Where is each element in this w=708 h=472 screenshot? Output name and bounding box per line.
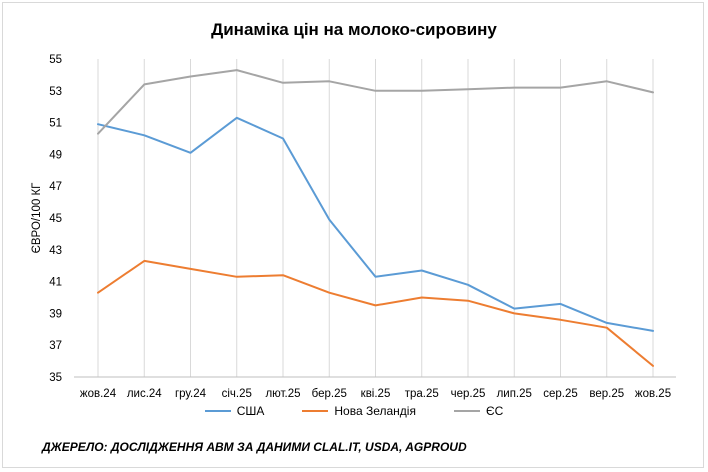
grid-layer: [97, 59, 654, 377]
x-tick-label: кві.25: [361, 388, 391, 400]
x-tick-label: бер.25: [312, 388, 347, 400]
y-tick-label: 35: [49, 372, 62, 384]
legend-swatch: [453, 410, 480, 412]
y-tick-label: 37: [49, 340, 62, 352]
x-tick-label: жов.25: [635, 388, 671, 400]
legend-item: США: [204, 404, 265, 418]
legend-swatch: [204, 410, 231, 412]
legend: США Нова Зеландія ЄС: [0, 404, 708, 418]
y-axis-label: ЄВРО/100 КГ: [31, 182, 43, 254]
x-tick-label: гру.24: [175, 388, 207, 400]
y-tick-label: 41: [49, 277, 62, 289]
source-note: ДЖЕРЕЛО: ДОСЛІДЖЕННЯ АВМ ЗА ДАНИМИ CLAL.…: [42, 440, 467, 454]
chart-frame: [2, 2, 704, 468]
y-tick-label: 45: [49, 213, 62, 225]
y-tick-label: 47: [49, 181, 62, 193]
x-tick-label: лис.24: [127, 388, 162, 400]
legend-label: ЄС: [485, 404, 504, 418]
x-tick-label: сер.25: [543, 388, 578, 400]
legend-item: ЄС: [453, 404, 504, 418]
y-tick-label: 43: [49, 245, 62, 257]
series-layer: [97, 69, 654, 367]
y-tick-label: 55: [49, 54, 62, 66]
x-tick-label: тра.25: [405, 388, 439, 400]
x-tick-label: лип.25: [497, 388, 532, 400]
legend-swatch: [302, 410, 329, 412]
x-tick-label: січ.25: [222, 388, 252, 400]
x-tick-label: лют.25: [265, 388, 300, 400]
series-line-1: [97, 259, 654, 367]
y-tick-label: 53: [49, 86, 62, 98]
legend-item: Нова Зеландія: [302, 404, 416, 418]
chart-title: Динаміка цін на молоко-сировину: [211, 20, 497, 39]
legend-label: Нова Зеландія: [334, 404, 416, 418]
x-tick-label: жов.24: [80, 388, 117, 400]
y-tick-label: 39: [49, 308, 62, 320]
y-tick-label: 49: [49, 149, 62, 161]
x-tick-label: чер.25: [451, 388, 486, 400]
axis-layer: 35 37 39 41 43 45 47 49 51 53 55 жов.24 лис.24 гру.24…: [49, 54, 676, 400]
y-tick-label: 51: [49, 118, 62, 130]
x-tick-label: вер.25: [589, 388, 624, 400]
legend-label: США: [236, 404, 265, 418]
